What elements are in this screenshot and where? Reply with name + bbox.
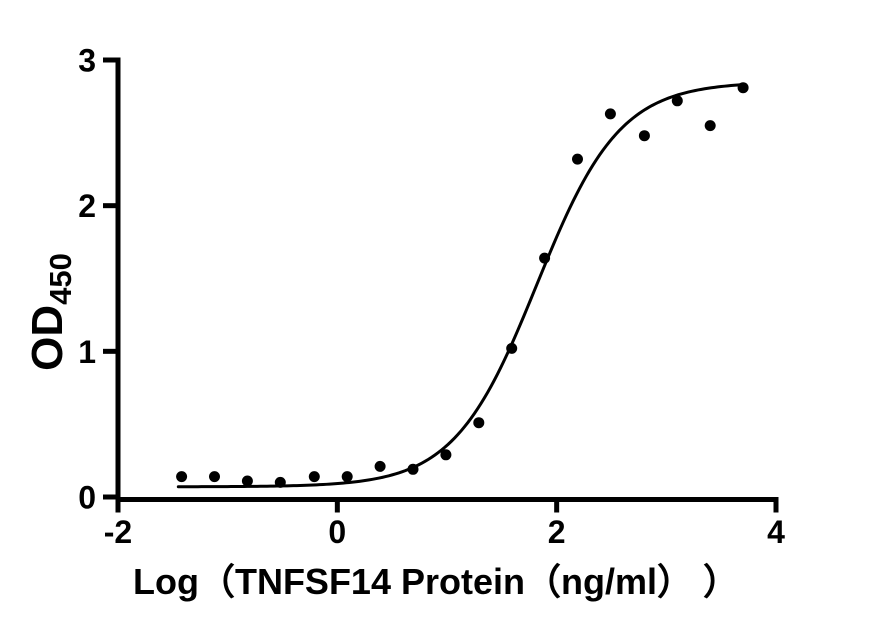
data-point [241,475,253,487]
data-point [737,82,749,94]
data-point [440,449,452,461]
data-point [407,463,419,475]
y-tick-label: 3 [78,43,96,79]
y-axis-title-main: OD [23,305,72,371]
data-point [209,471,220,483]
data-point [308,471,320,483]
y-tick-label: 1 [78,334,96,370]
data-point [176,471,188,483]
x-tick-label: 4 [767,514,785,550]
data-point [374,460,386,472]
data-point [539,252,551,264]
data-point [704,120,716,132]
series-layer [176,82,749,489]
data-point [506,342,518,354]
x-tick-label: 2 [548,514,566,550]
fit-curve [176,83,743,489]
y-axis-title-subscript: 450 [43,253,78,305]
data-point [473,417,485,429]
data-point [341,471,353,483]
axes-layer [115,57,779,512]
y-tick-label: 2 [78,188,96,224]
data-point [604,108,616,120]
y-tick-label: 0 [78,480,96,516]
data-point [638,130,650,142]
y-axis-title: OD450 [23,253,78,371]
x-axis-title: Log（TNFSF14 Protein（ng/ml） ） [133,561,739,602]
data-point [671,95,683,107]
data-point [274,476,286,488]
x-tick-label: -2 [104,514,132,550]
data-point [572,153,583,165]
x-tick-label: 0 [328,514,346,550]
